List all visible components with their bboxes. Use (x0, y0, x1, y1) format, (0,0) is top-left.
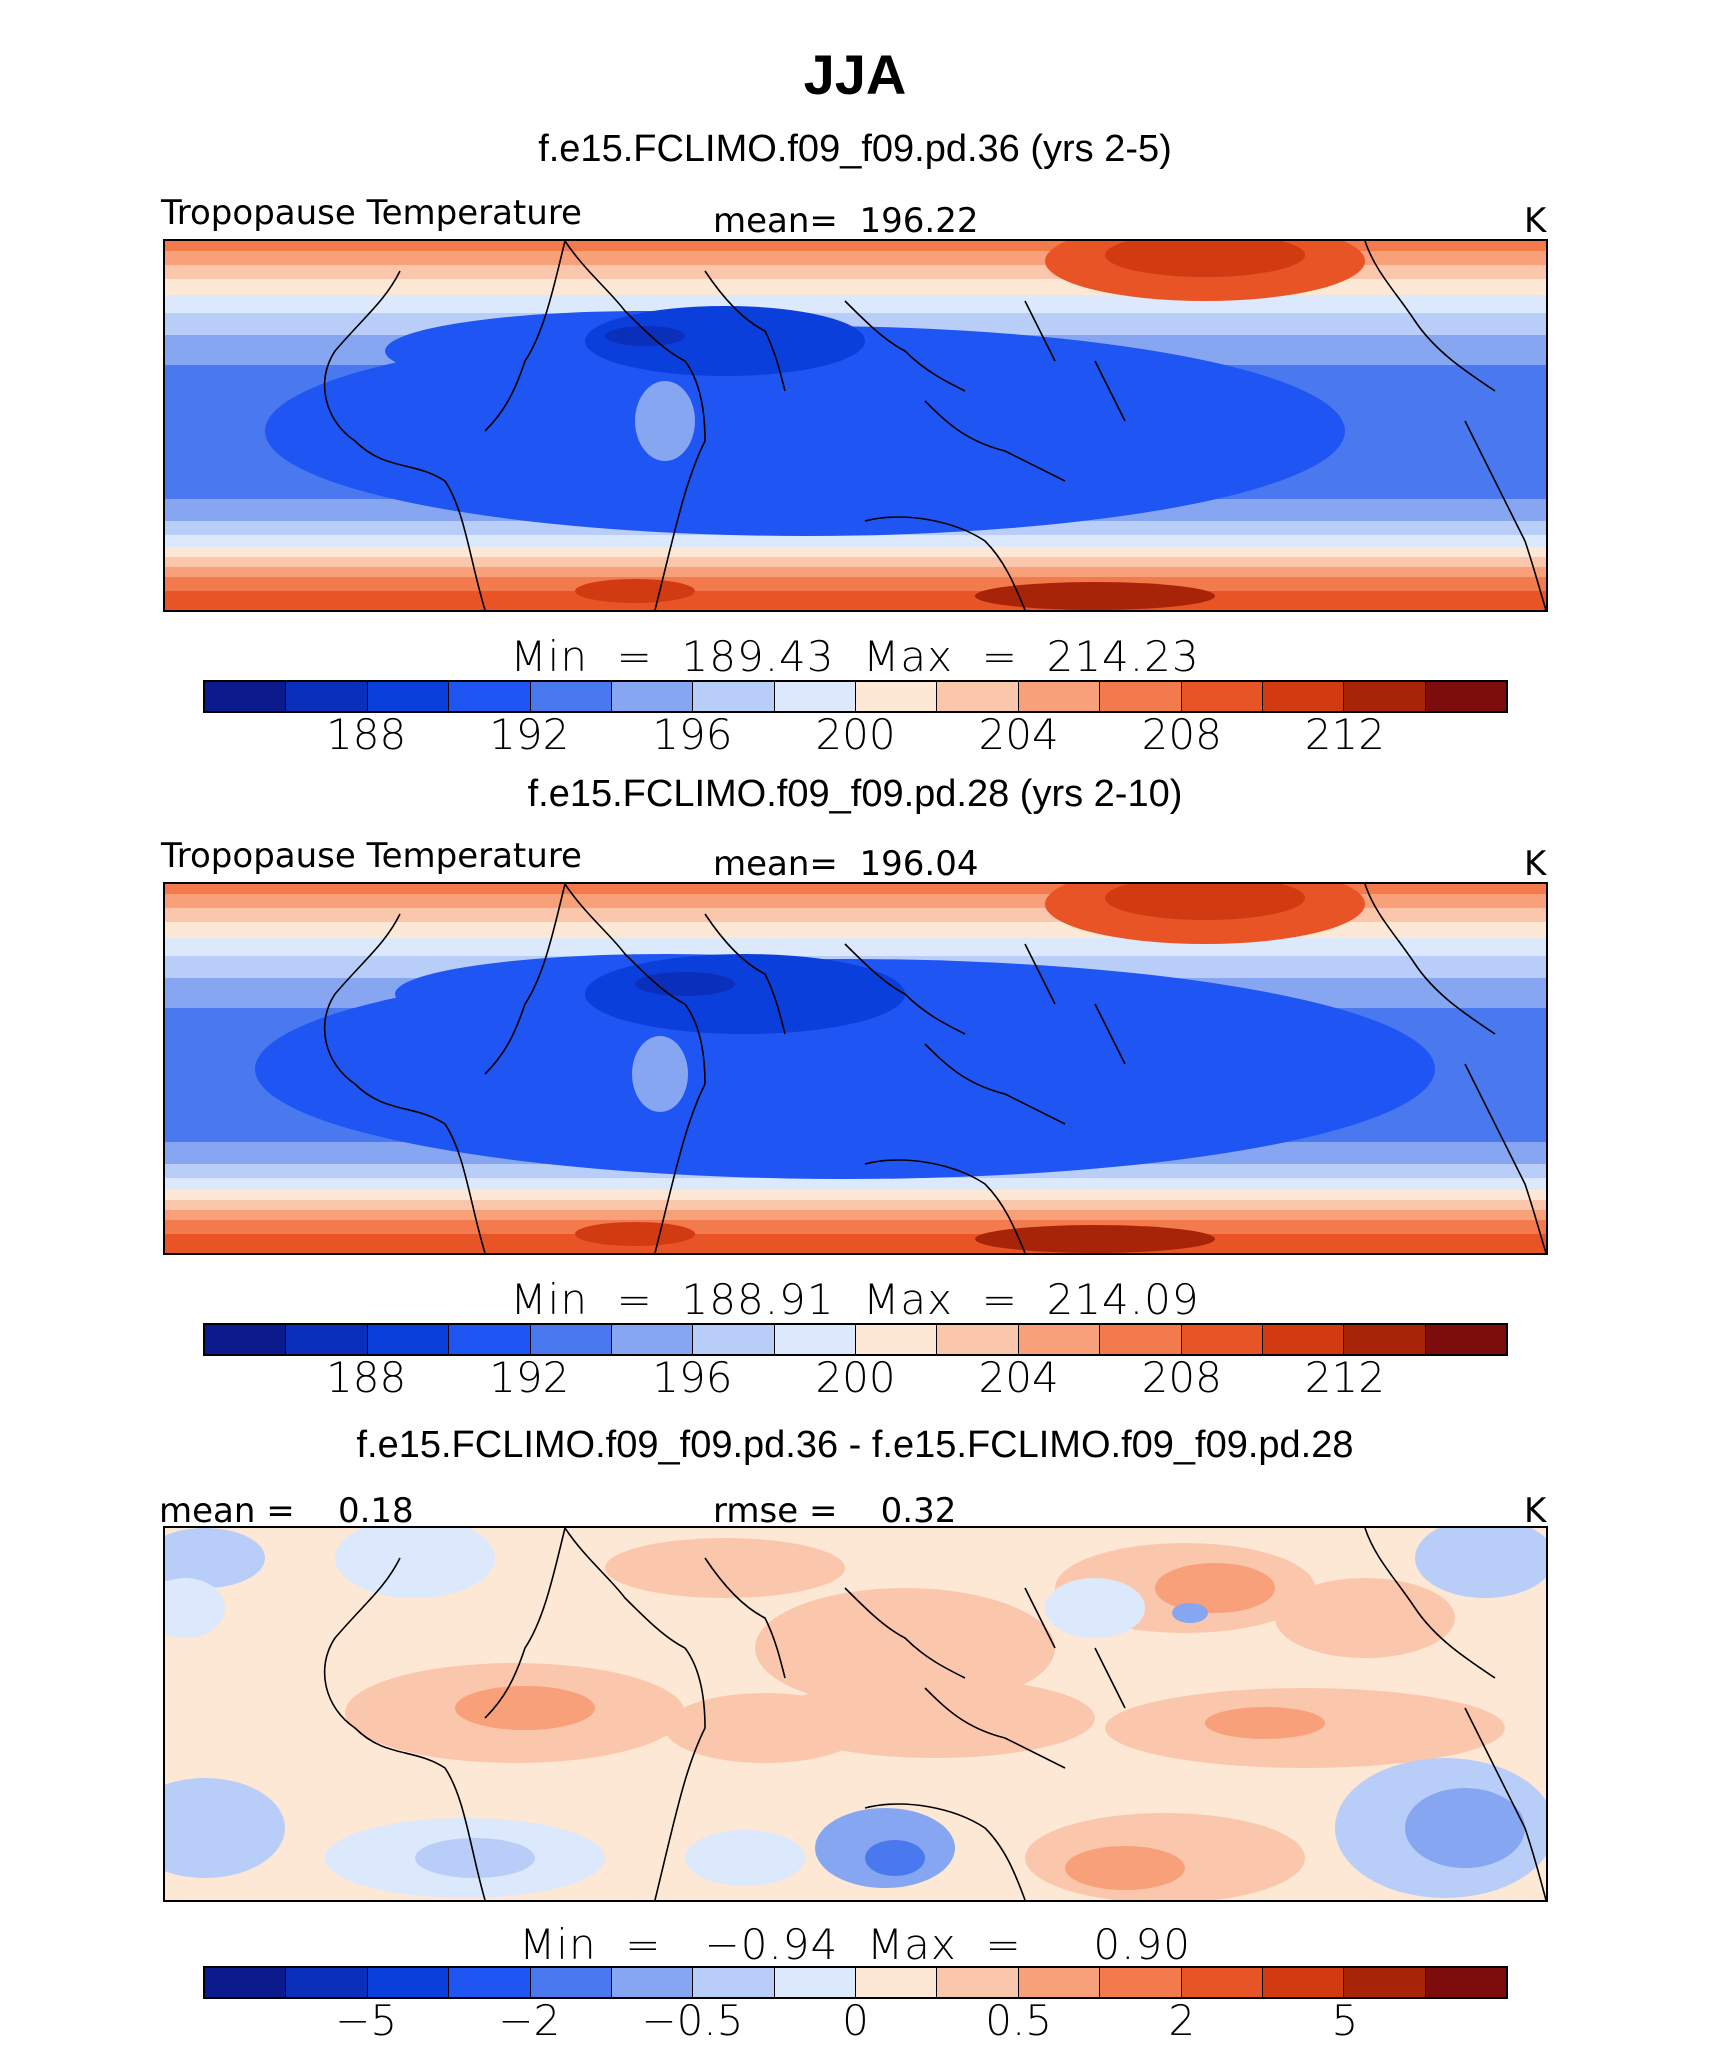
colorbar-swatch (367, 1325, 450, 1354)
colorbar-swatch (937, 1968, 1019, 1997)
panel-2-colorbar (203, 1323, 1508, 1356)
colorbar-tick-label: −5 (335, 1996, 398, 2045)
colorbar-swatch (1181, 682, 1263, 711)
colorbar-swatch (449, 1968, 531, 1997)
panel-2-colorbar-ticks: 188 192 196 200 204 208 212 (203, 1353, 1508, 1405)
colorbar-tick-label: 5 (1331, 1996, 1359, 2045)
colorbar-swatch (205, 682, 287, 711)
colorbar-swatch (367, 1968, 450, 1997)
colorbar-tick-label: 208 (1141, 1353, 1222, 1402)
panel-3-mean-label: mean = 0.18 (159, 1491, 414, 1531)
colorbar-swatch (774, 682, 856, 711)
panel-2-variable-label: Tropopause Temperature (161, 836, 582, 876)
colorbar-tick-label: 188 (326, 1353, 407, 1402)
colorbar-swatch (693, 1325, 775, 1354)
panel-3-colorbar (203, 1966, 1508, 1999)
colorbar-swatch (1425, 682, 1506, 711)
colorbar-swatch (1262, 682, 1345, 711)
colorbar-swatch (286, 1968, 368, 1997)
colorbar-swatch (1018, 682, 1101, 711)
colorbar-swatch (1018, 1968, 1101, 1997)
colorbar-tick-label: 192 (489, 710, 570, 759)
colorbar-swatch (449, 1325, 531, 1354)
panel-1-mean-label: mean= 196.22 (713, 201, 979, 241)
colorbar-swatch (530, 1968, 612, 1997)
colorbar-tick-label: 192 (489, 1353, 570, 1402)
colorbar-swatch (205, 1325, 287, 1354)
panel-2-subtitle: f.e15.FCLIMO.f09_f09.pd.28 (yrs 2-10) (527, 773, 1183, 815)
colorbar-swatch (205, 1968, 287, 1997)
colorbar-swatch (611, 1325, 694, 1354)
panel-1-variable-label: Tropopause Temperature (161, 193, 582, 233)
colorbar-swatch (856, 682, 938, 711)
colorbar-swatch (856, 1968, 938, 1997)
colorbar-swatch (693, 1968, 775, 1997)
colorbar-swatch (286, 1325, 368, 1354)
colorbar-tick-label: 2 (1168, 1996, 1196, 2045)
panel-1-colorbar-ticks: 188 192 196 200 204 208 212 (203, 710, 1508, 762)
colorbar-swatch (774, 1968, 856, 1997)
colorbar-tick-label: 196 (652, 710, 733, 759)
colorbar-tick-label: 204 (978, 710, 1059, 759)
panel-3-colorbar-ticks: −5 −2 −0.5 0 0.5 2 5 (203, 1996, 1508, 2048)
panel-1-colorbar (203, 680, 1508, 713)
figure-title: JJA (803, 43, 907, 106)
panel-3-rmse-label: rmse = 0.32 (713, 1491, 957, 1531)
colorbar-tick-label: −2 (498, 1996, 561, 2045)
colorbar-swatch (530, 682, 612, 711)
colorbar-swatch (693, 682, 775, 711)
panel-2-map (163, 882, 1548, 1255)
colorbar-tick-label: 200 (815, 1353, 896, 1402)
colorbar-swatch (856, 1325, 938, 1354)
panel-2-mean-label: mean= 196.04 (713, 844, 979, 884)
panel-3-subtitle: f.e15.FCLIMO.f09_f09.pd.36 - f.e15.FCLIM… (356, 1424, 1354, 1466)
panel-2-units-label: K (1524, 844, 1547, 884)
colorbar-swatch (1425, 1325, 1506, 1354)
colorbar-swatch (937, 1325, 1019, 1354)
colorbar-tick-label: 208 (1141, 710, 1222, 759)
panel-1-minmax: Min = 189.43 Max = 214.23 (510, 632, 1200, 681)
colorbar-tick-label: 0.5 (985, 1996, 1053, 2045)
colorbar-swatch (1344, 1325, 1426, 1354)
panel-3-units-label: K (1524, 1491, 1547, 1531)
panel-1-units-label: K (1524, 201, 1547, 241)
colorbar-swatch (611, 1968, 694, 1997)
colorbar-tick-label: 196 (652, 1353, 733, 1402)
colorbar-swatch (367, 682, 450, 711)
colorbar-tick-label: 212 (1304, 710, 1385, 759)
colorbar-swatch (1262, 1968, 1345, 1997)
colorbar-swatch (1262, 1325, 1345, 1354)
colorbar-tick-label: 0 (842, 1996, 869, 2045)
colorbar-swatch (449, 682, 531, 711)
panel-3-map (163, 1526, 1548, 1902)
colorbar-swatch (1181, 1968, 1263, 1997)
colorbar-swatch (1425, 1968, 1506, 1997)
colorbar-swatch (1100, 1325, 1182, 1354)
colorbar-swatch (286, 682, 368, 711)
colorbar-swatch (937, 682, 1019, 711)
colorbar-swatch (1344, 682, 1426, 711)
colorbar-tick-label: 188 (326, 710, 407, 759)
panel-1-subtitle: f.e15.FCLIMO.f09_f09.pd.36 (yrs 2-5) (538, 128, 1172, 170)
colorbar-tick-label: 200 (815, 710, 896, 759)
colorbar-swatch (1100, 682, 1182, 711)
colorbar-tick-label: 204 (978, 1353, 1059, 1402)
panel-1-map (163, 239, 1548, 612)
colorbar-swatch (611, 682, 694, 711)
colorbar-swatch (1100, 1968, 1182, 1997)
colorbar-swatch (1181, 1325, 1263, 1354)
colorbar-swatch (774, 1325, 856, 1354)
panel-3-minmax: Min = −0.94 Max = 0.90 (519, 1920, 1191, 1969)
colorbar-tick-label: −0.5 (641, 1996, 744, 2045)
colorbar-swatch (530, 1325, 612, 1354)
colorbar-swatch (1344, 1968, 1426, 1997)
panel-2-minmax: Min = 188.91 Max = 214.09 (510, 1275, 1200, 1324)
colorbar-swatch (1018, 1325, 1101, 1354)
colorbar-tick-label: 212 (1304, 1353, 1385, 1402)
